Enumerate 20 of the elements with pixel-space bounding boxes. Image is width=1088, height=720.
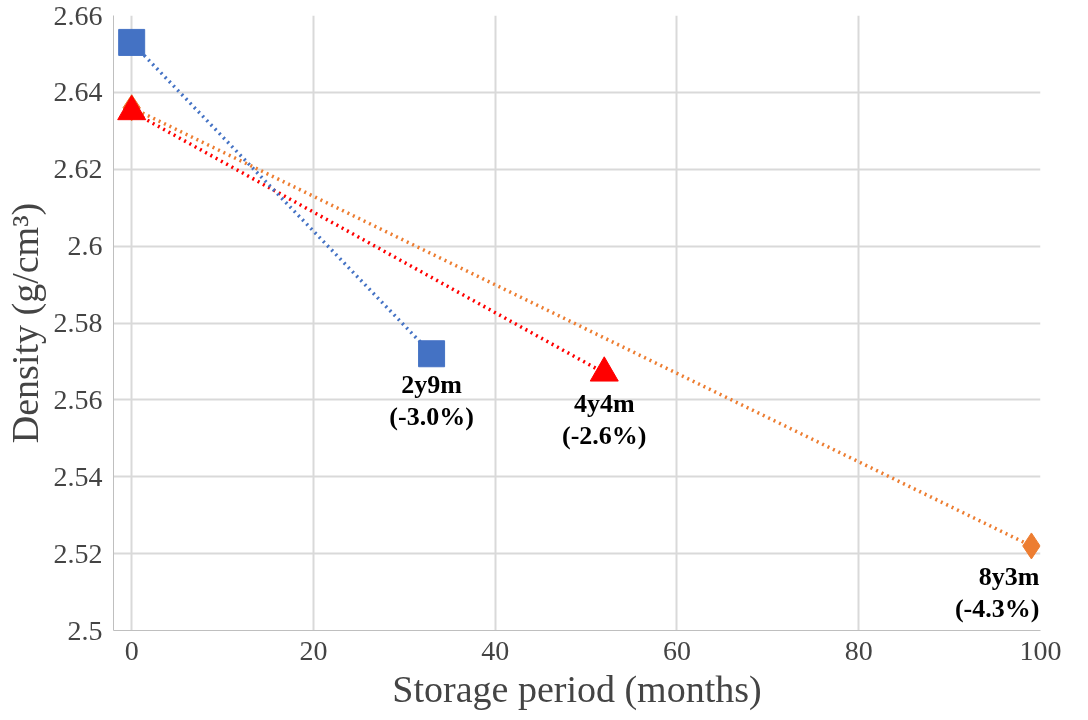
annotation: 4y4m (-2.6%) xyxy=(562,388,647,450)
x-tick-label: 0 xyxy=(124,634,139,666)
x-tick-label: 60 xyxy=(662,634,691,666)
y-axis-title: Density (g/cm³) xyxy=(3,202,47,444)
y-tick-label: 2.62 xyxy=(53,153,103,185)
x-axis-title: Storage period (months) xyxy=(392,667,762,711)
x-tick-label: 20 xyxy=(299,634,328,666)
y-tick-label: 2.6 xyxy=(67,230,103,262)
y-tick-label: 2.58 xyxy=(53,307,103,338)
y-tick-label: 2.52 xyxy=(53,537,103,569)
x-tick-label: 80 xyxy=(844,634,873,666)
y-tick-label: 2.56 xyxy=(53,383,103,415)
y-tick-label: 2.64 xyxy=(53,76,103,108)
annotation: 8y3m (-4.3%) xyxy=(954,561,1040,623)
x-tick-label: 40 xyxy=(481,634,510,666)
annotation: 2y9m (-3.0%) xyxy=(389,369,474,431)
x-tick-label: 100 xyxy=(1019,634,1062,666)
y-tick-label: 2.54 xyxy=(53,460,103,492)
y-tick-label: 2.5 xyxy=(67,614,103,646)
y-tick-label: 2.66 xyxy=(53,0,103,31)
